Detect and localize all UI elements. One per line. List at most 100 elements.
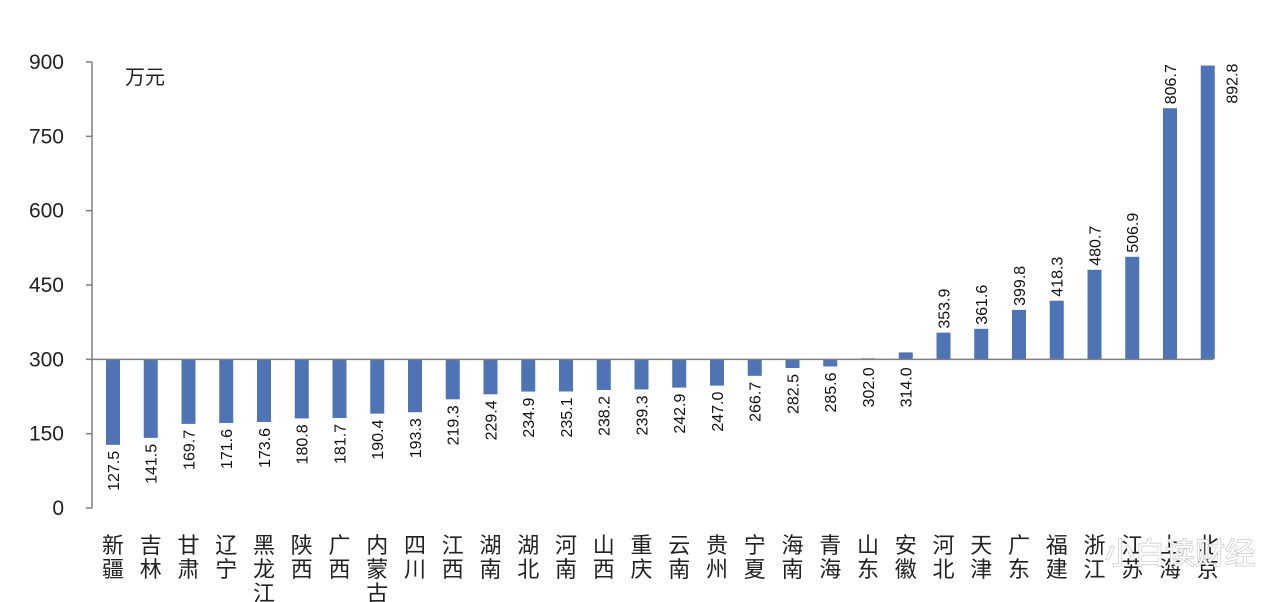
bar — [106, 359, 120, 445]
bar-value-label: 302.0 — [861, 367, 878, 407]
bar — [747, 359, 762, 376]
bar — [596, 359, 611, 390]
category-label: 云南 — [668, 534, 690, 583]
bar-value-label: 361.6 — [974, 285, 991, 325]
bar-value-label: 234.9 — [521, 398, 538, 438]
bar — [1163, 108, 1177, 360]
bar — [143, 359, 158, 438]
bar-value-label: 506.9 — [1125, 213, 1142, 253]
bar — [219, 359, 234, 423]
category-label: 河北 — [932, 534, 954, 583]
category-label: 山西 — [593, 534, 615, 583]
category-label: 新疆 — [102, 534, 124, 583]
category-label: 上海 — [1159, 534, 1181, 583]
bar — [483, 359, 498, 395]
bar — [1049, 300, 1064, 360]
bar — [408, 359, 422, 413]
y-tick-label: 900 — [29, 51, 64, 74]
category-labels: 新疆吉林甘肃辽宁黑龙江陕西广西内蒙古四川江西湖南湖北河南山西重庆云南贵州宁夏海南… — [102, 534, 1219, 602]
bar-value-label: 141.5 — [144, 444, 161, 484]
bar — [823, 359, 838, 367]
bar-value-label: 169.7 — [182, 430, 199, 470]
category-label: 黑龙江 — [253, 534, 275, 602]
bar-value-label: 282.5 — [786, 374, 803, 414]
category-label: 重庆 — [630, 534, 652, 583]
bar — [559, 359, 573, 392]
category-label: 天津 — [970, 534, 992, 583]
category-label: 广西 — [328, 534, 350, 583]
y-tick-label: 450 — [29, 274, 64, 297]
bar-value-label: 285.6 — [823, 372, 840, 412]
category-label: 陕西 — [291, 534, 313, 583]
bar-value-label: 353.9 — [937, 288, 954, 328]
bar — [370, 359, 385, 414]
bar-value-label: 242.9 — [672, 394, 689, 434]
bar-value-label: 806.7 — [1163, 64, 1180, 104]
bar — [898, 352, 913, 360]
bar-value-label: 238.2 — [597, 396, 614, 436]
category-label: 甘肃 — [177, 534, 199, 583]
bar-value-label: 219.3 — [446, 405, 463, 445]
bar — [445, 359, 460, 400]
y-tick-label: 300 — [29, 348, 64, 371]
category-label: 福建 — [1046, 534, 1068, 583]
category-label: 吉林 — [140, 534, 162, 583]
bar — [257, 359, 271, 422]
bar — [936, 332, 951, 360]
category-label: 内蒙古 — [366, 534, 388, 602]
bar — [521, 359, 536, 392]
bar-value-label: 173.6 — [257, 428, 274, 468]
category-label: 山东 — [857, 534, 879, 583]
category-label: 安徽 — [895, 534, 917, 583]
watermark: 小白读财经 — [1105, 537, 1255, 572]
category-label: 湖南 — [479, 534, 501, 583]
category-label: 北京 — [1197, 534, 1219, 583]
bar-value-label: 892.8 — [1225, 63, 1242, 103]
bar — [1087, 269, 1102, 360]
bar-value-label: 239.3 — [635, 395, 652, 435]
category-label: 青海 — [819, 534, 841, 583]
category-label: 四川 — [404, 534, 426, 583]
bar — [1125, 256, 1140, 360]
bar-value-label: 171.6 — [219, 429, 236, 469]
unit-label: 万元 — [125, 65, 165, 89]
bar-value-label: 127.5 — [106, 451, 123, 491]
category-label: 广东 — [1008, 534, 1030, 583]
bar-value-label: 266.7 — [748, 382, 765, 422]
bar — [332, 359, 347, 418]
y-tick-label: 600 — [29, 200, 64, 223]
bar — [294, 359, 309, 419]
bar — [1012, 309, 1026, 360]
y-tick-label: 0 — [52, 497, 64, 520]
y-tick-label: 750 — [29, 125, 64, 148]
bar-value-label: 180.8 — [295, 424, 312, 464]
bar-value-label: 190.4 — [370, 420, 387, 460]
y-axis: 0 150 300 450 600 750 900 — [29, 51, 93, 520]
bar — [710, 359, 724, 386]
bar-value-label: 480.7 — [1088, 226, 1105, 266]
category-label: 海南 — [781, 534, 803, 583]
bar-value-label: 314.0 — [899, 367, 916, 407]
bar — [634, 359, 649, 390]
category-label: 江西 — [442, 534, 464, 583]
category-label: 湖北 — [517, 534, 539, 583]
y-tick-label: 150 — [29, 423, 64, 446]
bar — [1200, 65, 1215, 360]
category-label: 浙江 — [1083, 534, 1105, 583]
bar-value-label: 229.4 — [484, 400, 501, 440]
bar-value-label: 193.3 — [408, 418, 425, 458]
bar — [785, 359, 800, 369]
category-label: 河南 — [555, 534, 577, 583]
category-label: 宁夏 — [744, 534, 766, 583]
category-label: 贵州 — [706, 534, 728, 583]
bar-value-label: 235.1 — [559, 397, 576, 437]
category-label: 江苏 — [1121, 534, 1143, 583]
bar-value-label: 181.7 — [333, 424, 350, 464]
bar-value-label: 418.3 — [1050, 257, 1067, 297]
bar — [974, 328, 989, 360]
value-labels: 127.5 141.5 169.7 171.6 173.6 180.8 181.7 190.4… — [106, 63, 1242, 490]
bar — [181, 359, 196, 424]
bar-value-label: 247.0 — [710, 392, 727, 432]
bar — [672, 359, 687, 388]
